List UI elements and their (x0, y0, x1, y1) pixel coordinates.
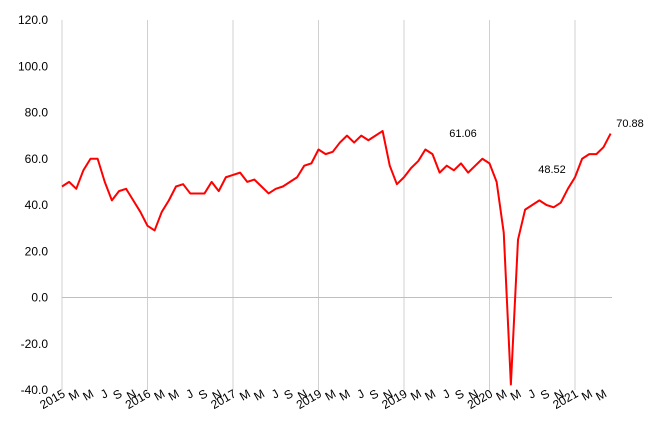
x-tick-label: J (269, 386, 281, 401)
y-tick-label: 80.0 (25, 106, 49, 120)
y-tick-label: 60.0 (25, 152, 49, 166)
x-tick-label: M (494, 386, 510, 403)
x-tick-label: J (526, 386, 538, 401)
annotation: 48.52 (538, 164, 566, 176)
x-tick-label: M (337, 386, 353, 403)
y-tick-label: 100.0 (18, 59, 48, 73)
y-tick-label: -20.0 (21, 337, 49, 351)
x-tick-label: M (166, 386, 182, 403)
line (61, 130, 612, 386)
x-tick-label: M (80, 386, 96, 403)
x-tick-label: M (408, 386, 424, 403)
x-tick-label: M (152, 386, 168, 403)
x-tick-label: J (184, 386, 196, 401)
x-tick-label: M (579, 386, 595, 403)
y-tick-label: 120.0 (18, 13, 48, 27)
x-tick-label: M (251, 386, 267, 403)
x-tick-label: J (355, 386, 367, 401)
y-tick-label: 20.0 (25, 244, 49, 258)
x-tick-label: M (422, 386, 438, 403)
x-tick-label: M (508, 386, 524, 403)
x-tick-label: M (237, 386, 253, 403)
x-tick-label: M (66, 386, 82, 403)
x-tick-label: J (440, 386, 452, 401)
x-tick-label: M (323, 386, 339, 403)
y-tick-label: 40.0 (25, 198, 49, 212)
y-tick-label: 0.0 (31, 291, 48, 305)
x-tick-label: J (98, 386, 110, 401)
x-tick-label: M (593, 386, 609, 403)
annotation: 70.88 (616, 118, 644, 130)
annotation: 61.06 (449, 128, 477, 140)
y-tick-label: -40.0 (21, 383, 49, 397)
